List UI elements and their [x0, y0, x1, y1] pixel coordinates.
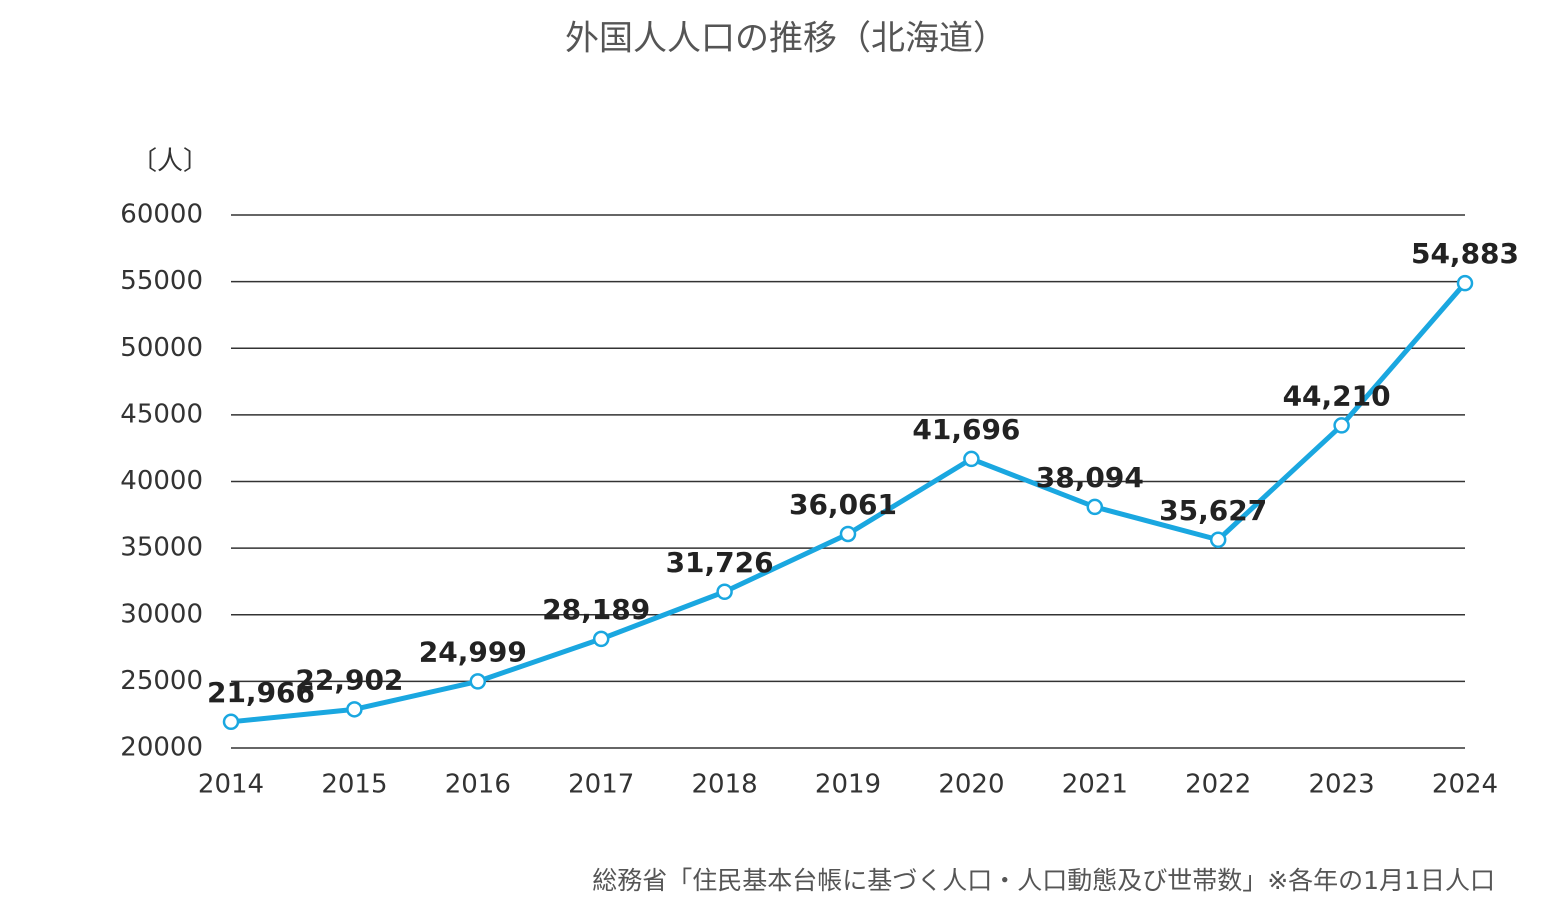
data-label: 35,627 [1159, 494, 1267, 527]
source-note: 総務省「住民基本台帳に基づく人口・人口動態及び世帯数」※各年の1月1日人口 [592, 866, 1495, 895]
x-tick-label: 2022 [1185, 770, 1251, 800]
data-point [839, 525, 857, 543]
x-tick-label: 2015 [321, 770, 387, 800]
y-axis-label: 〔人〕 [131, 147, 209, 177]
data-point [1333, 417, 1350, 434]
x-tick-label: 2019 [815, 770, 881, 800]
x-tick-label: 2021 [1062, 770, 1128, 800]
y-tick-label: 50000 [120, 333, 203, 363]
y-tick-label: 40000 [120, 466, 203, 496]
data-label: 24,999 [419, 635, 527, 668]
data-point [1456, 274, 1474, 292]
y-tick-label: 60000 [120, 200, 203, 230]
data-point [716, 583, 733, 601]
data-label: 36,061 [789, 488, 897, 521]
y-tick-label: 30000 [120, 599, 203, 629]
x-tick-label: 2017 [568, 770, 634, 800]
x-tick-label: 2020 [938, 770, 1004, 800]
data-label: 41,696 [912, 413, 1020, 446]
data-label: 21,966 [207, 676, 315, 709]
y-tick-label: 20000 [120, 733, 203, 763]
data-point [1086, 498, 1104, 516]
data-label: 28,189 [542, 593, 650, 626]
x-tick-label: 2016 [445, 770, 511, 800]
y-tick-label: 45000 [120, 399, 203, 429]
y-tick-label: 55000 [120, 266, 203, 296]
x-tick-label: 2023 [1309, 770, 1375, 800]
data-label: 54,883 [1411, 237, 1519, 270]
data-point [963, 450, 980, 468]
x-tick-label: 2014 [198, 770, 264, 800]
x-tick-label: 2018 [692, 770, 758, 800]
data-label: 22,902 [295, 663, 403, 696]
y-tick-label: 25000 [120, 666, 203, 696]
data-label: 44,210 [1283, 379, 1391, 412]
data-point [469, 673, 487, 690]
data-point [592, 630, 610, 648]
x-tick-label: 2024 [1432, 770, 1498, 800]
data-point [222, 713, 240, 731]
data-point [1209, 531, 1227, 549]
chart-title: 外国人人口の推移（北海道） [565, 19, 1007, 59]
data-label: 31,726 [666, 546, 774, 579]
y-tick-label: 35000 [120, 533, 203, 563]
data-label: 38,094 [1036, 461, 1144, 494]
data-point [346, 701, 363, 718]
